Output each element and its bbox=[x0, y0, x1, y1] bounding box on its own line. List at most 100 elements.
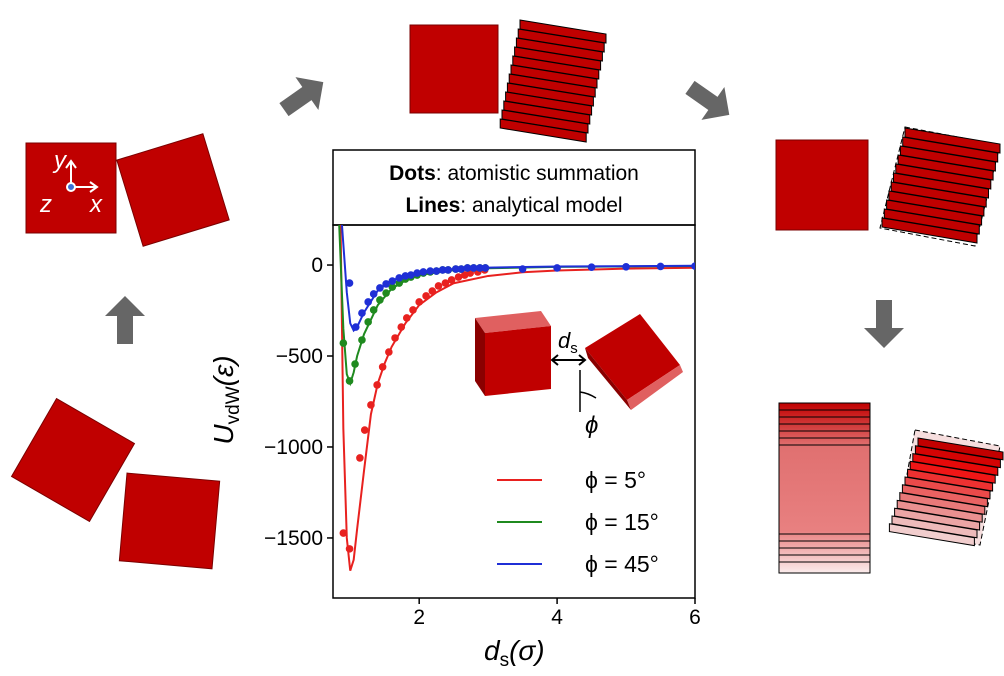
data-dot bbox=[339, 529, 348, 537]
stripe bbox=[917, 437, 1004, 461]
stripe bbox=[519, 19, 607, 44]
data-dot bbox=[447, 276, 456, 284]
stripe bbox=[909, 460, 996, 484]
data-dot bbox=[397, 323, 406, 331]
data-dot bbox=[463, 264, 472, 272]
annotation: Dots: atomistic summation bbox=[389, 162, 639, 185]
data-dot bbox=[457, 265, 466, 273]
x-label-sub: s bbox=[500, 650, 510, 671]
data-dot bbox=[376, 284, 384, 292]
stripe bbox=[517, 28, 605, 53]
square bbox=[409, 24, 499, 114]
square bbox=[116, 133, 230, 247]
x-label-rest: (σ) bbox=[509, 635, 545, 666]
data-dot bbox=[358, 336, 366, 344]
stripe bbox=[886, 199, 983, 226]
stripe bbox=[510, 64, 598, 89]
data-dot bbox=[385, 348, 393, 356]
stripe bbox=[897, 154, 994, 181]
y-tick-label: −1000 bbox=[264, 436, 323, 459]
data-dot bbox=[345, 377, 354, 385]
x-tick-label: 2 bbox=[413, 606, 425, 629]
stripe bbox=[515, 37, 603, 62]
legend-label: ϕ = 15° bbox=[585, 509, 659, 535]
data-dot bbox=[388, 283, 397, 291]
data-dot bbox=[382, 289, 390, 297]
y-label-sub: vdW bbox=[223, 386, 244, 424]
x-label-main: d bbox=[484, 635, 501, 666]
square bbox=[118, 472, 221, 570]
stripe bbox=[883, 208, 980, 235]
stripe bbox=[901, 484, 988, 508]
y-axis-label: UvdW(ε) bbox=[208, 355, 244, 444]
data-dot bbox=[407, 271, 415, 279]
data-dot bbox=[422, 292, 430, 300]
data-dot bbox=[622, 263, 630, 271]
data-dot bbox=[351, 323, 360, 331]
inset-angle-label: ϕ bbox=[585, 412, 598, 439]
data-dot bbox=[356, 454, 364, 462]
striped-block bbox=[499, 19, 607, 143]
x-tick-label: 6 bbox=[689, 606, 701, 629]
inset-diagram bbox=[475, 311, 683, 412]
striped-block bbox=[881, 127, 1001, 244]
data-dot bbox=[481, 264, 490, 272]
data-dot bbox=[415, 298, 423, 306]
stripe bbox=[893, 172, 989, 199]
data-dot bbox=[364, 318, 372, 326]
data-dot bbox=[432, 267, 441, 275]
annotation-text: : atomistic summation bbox=[436, 162, 639, 185]
stripe bbox=[899, 145, 996, 172]
data-dot bbox=[345, 279, 354, 287]
data-dot bbox=[391, 334, 399, 342]
legend-label: ϕ = 5° bbox=[585, 467, 646, 493]
stripe bbox=[890, 181, 987, 208]
data-dot bbox=[428, 287, 437, 295]
stripe bbox=[499, 118, 587, 143]
data-dot bbox=[553, 264, 561, 272]
data-dot bbox=[426, 267, 435, 275]
data-dot bbox=[409, 306, 417, 314]
stacked-block bbox=[778, 402, 871, 574]
y-label-main: U bbox=[208, 424, 239, 445]
stripe bbox=[891, 515, 978, 539]
stripe bbox=[912, 453, 999, 476]
annotation-bold: Lines bbox=[405, 194, 460, 217]
data-dot bbox=[388, 277, 397, 285]
data-dot bbox=[373, 381, 381, 389]
data-dot bbox=[691, 262, 695, 270]
y-label-rest: (ε) bbox=[208, 355, 239, 386]
square bbox=[10, 397, 136, 523]
stripe bbox=[888, 190, 985, 217]
data-dot bbox=[469, 264, 478, 272]
data-dot bbox=[438, 266, 447, 274]
axis-x-label: x bbox=[89, 191, 103, 218]
data-dot bbox=[587, 263, 596, 272]
data-dot bbox=[378, 363, 387, 371]
annotation: Lines: analytical model bbox=[405, 194, 622, 217]
axes-icon bbox=[65, 159, 99, 193]
stripe bbox=[512, 55, 600, 80]
data-dot bbox=[451, 265, 460, 273]
inset-gap: d bbox=[558, 328, 571, 353]
data-dot bbox=[476, 264, 484, 272]
data-dot bbox=[364, 298, 372, 306]
data-dot bbox=[382, 280, 390, 288]
data-dot bbox=[369, 306, 378, 314]
stripe bbox=[514, 46, 602, 71]
stripe bbox=[899, 492, 986, 515]
annotation-text: : analytical model bbox=[460, 194, 622, 217]
data-dot bbox=[419, 268, 428, 276]
data-dot bbox=[656, 262, 665, 271]
stripe bbox=[888, 523, 975, 547]
data-dot bbox=[339, 339, 348, 347]
diagrams: y z x bbox=[10, 19, 1004, 574]
x-axis-label: ds(σ) bbox=[484, 635, 545, 671]
data-dot bbox=[395, 274, 403, 282]
stripe bbox=[904, 127, 1001, 154]
data-dot bbox=[413, 269, 421, 277]
data-dot bbox=[441, 279, 450, 287]
square bbox=[775, 139, 869, 231]
arrows bbox=[105, 77, 904, 348]
